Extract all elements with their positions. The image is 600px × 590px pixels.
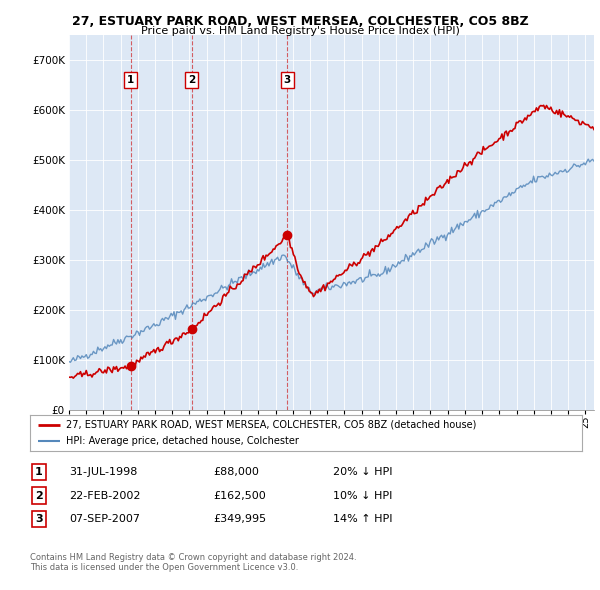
Text: £349,995: £349,995 (213, 514, 266, 524)
Text: 10% ↓ HPI: 10% ↓ HPI (333, 491, 392, 500)
Text: £88,000: £88,000 (213, 467, 259, 477)
Text: 20% ↓ HPI: 20% ↓ HPI (333, 467, 392, 477)
Text: 1: 1 (127, 76, 134, 86)
Text: HPI: Average price, detached house, Colchester: HPI: Average price, detached house, Colc… (66, 437, 299, 447)
Text: 3: 3 (284, 76, 291, 86)
Text: 14% ↑ HPI: 14% ↑ HPI (333, 514, 392, 524)
Text: Contains HM Land Registry data © Crown copyright and database right 2024.: Contains HM Land Registry data © Crown c… (30, 553, 356, 562)
Text: 22-FEB-2002: 22-FEB-2002 (69, 491, 140, 500)
Text: 31-JUL-1998: 31-JUL-1998 (69, 467, 137, 477)
Text: 27, ESTUARY PARK ROAD, WEST MERSEA, COLCHESTER, CO5 8BZ: 27, ESTUARY PARK ROAD, WEST MERSEA, COLC… (71, 15, 529, 28)
Text: This data is licensed under the Open Government Licence v3.0.: This data is licensed under the Open Gov… (30, 563, 298, 572)
Text: £162,500: £162,500 (213, 491, 266, 500)
Text: 27, ESTUARY PARK ROAD, WEST MERSEA, COLCHESTER, CO5 8BZ (detached house): 27, ESTUARY PARK ROAD, WEST MERSEA, COLC… (66, 419, 476, 430)
Text: 2: 2 (35, 491, 43, 500)
Text: 2: 2 (188, 76, 196, 86)
Text: 3: 3 (35, 514, 43, 524)
Text: 07-SEP-2007: 07-SEP-2007 (69, 514, 140, 524)
Text: Price paid vs. HM Land Registry's House Price Index (HPI): Price paid vs. HM Land Registry's House … (140, 26, 460, 36)
Text: 1: 1 (35, 467, 43, 477)
